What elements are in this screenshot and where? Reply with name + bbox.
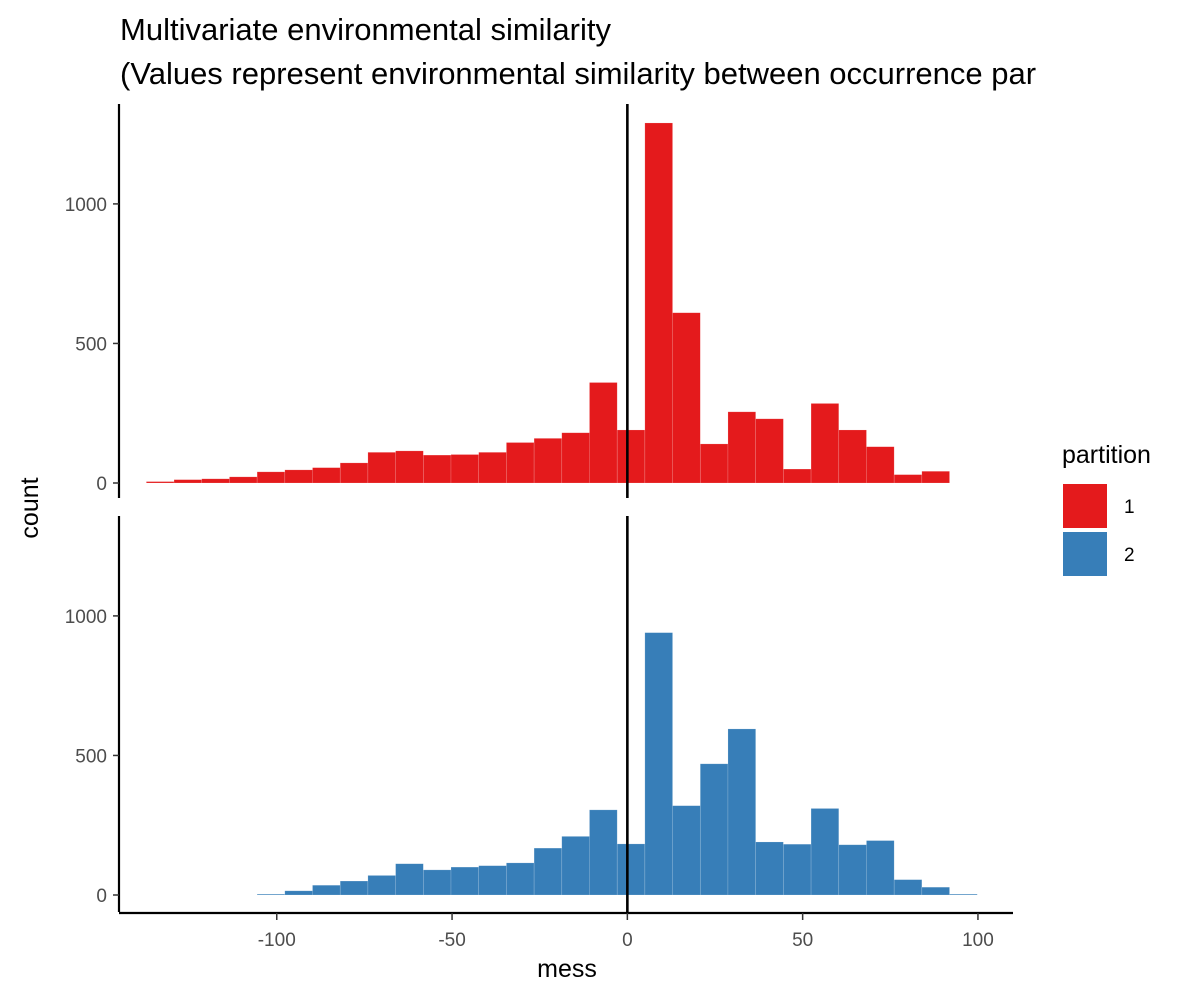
- histogram-bar: [367, 451, 396, 484]
- y-tick-label: 0: [96, 474, 107, 495]
- histogram-bar: [312, 467, 341, 484]
- histogram-bar: [699, 763, 729, 896]
- x-axis: -100 -50 0 50 100: [119, 911, 1013, 951]
- chart-subtitle: (Values represent environmental similari…: [120, 56, 1036, 91]
- histogram-bar: [561, 432, 590, 484]
- histogram-bar: [201, 478, 230, 484]
- x-axis-title: mess: [537, 955, 597, 983]
- histogram-bar: [506, 862, 535, 896]
- facet-partition-2: 0 500 1000: [65, 516, 978, 912]
- histogram-bar: [506, 442, 535, 484]
- histogram-bar: [810, 403, 840, 484]
- histogram-bar: [339, 880, 369, 896]
- legend-swatch: [1063, 484, 1107, 528]
- histogram-bar: [755, 418, 784, 484]
- histogram-bar: [423, 454, 452, 484]
- histogram-bar: [866, 840, 895, 896]
- histogram-bar: [727, 411, 756, 484]
- histogram-bar: [699, 443, 729, 484]
- histogram-bar: [616, 429, 646, 484]
- histogram-bar: [589, 809, 618, 896]
- facet-partition-1: 0 500 1000: [65, 104, 950, 498]
- histogram-bar: [921, 470, 950, 484]
- histogram-bar: [533, 847, 563, 896]
- histogram-bar: [450, 454, 480, 484]
- histogram-bar: [949, 893, 978, 896]
- histogram-bar: [672, 805, 701, 896]
- x-tick-label: -50: [438, 930, 465, 951]
- histogram-bar: [644, 122, 673, 484]
- histogram-bar: [838, 429, 867, 484]
- histogram-bar: [284, 469, 313, 484]
- histogram-bar: [589, 382, 618, 484]
- y-tick-label: 500: [75, 334, 107, 355]
- histogram-bar: [893, 879, 923, 896]
- histogram-bar: [256, 893, 286, 896]
- histogram-bar: [783, 843, 812, 896]
- histogram-bar: [284, 890, 313, 896]
- histogram-bar: [173, 479, 203, 484]
- x-tick-label: 50: [792, 930, 813, 951]
- histogram-bar: [229, 476, 258, 484]
- histogram-bar: [783, 468, 812, 484]
- histogram-bar: [727, 728, 756, 896]
- y-tick-label: 500: [75, 746, 107, 767]
- chart-title: Multivariate environmental similarity: [120, 12, 611, 47]
- histogram-bar: [755, 841, 784, 896]
- legend-title: partition: [1062, 441, 1151, 469]
- histogram-bar: [395, 863, 424, 896]
- y-axis-title: count: [16, 477, 44, 538]
- histogram-bar: [367, 875, 396, 896]
- histogram-bar: [893, 474, 923, 484]
- histogram-bar: [395, 450, 424, 484]
- legend: partition 1 2: [1062, 441, 1151, 576]
- histogram-bar: [921, 886, 950, 896]
- histogram-bar: [339, 462, 369, 484]
- y-tick-label: 1000: [65, 195, 107, 216]
- legend-label: 2: [1124, 545, 1135, 566]
- histogram-bar: [478, 865, 507, 896]
- histogram-bar: [672, 312, 701, 484]
- histogram-bar: [256, 471, 286, 484]
- y-tick-label: 0: [96, 886, 107, 907]
- histogram-bar: [561, 836, 590, 896]
- x-tick-label: 100: [962, 930, 994, 951]
- y-tick-label: 1000: [65, 607, 107, 628]
- histogram-bar: [838, 844, 867, 896]
- histogram-bar: [644, 632, 673, 896]
- histogram-bar: [866, 446, 895, 484]
- x-tick-label: 0: [622, 930, 633, 951]
- histogram-bar: [423, 869, 452, 896]
- legend-swatch: [1063, 532, 1107, 576]
- x-tick-label: -100: [258, 930, 296, 951]
- histogram-bar: [450, 866, 480, 896]
- histogram-bar: [478, 451, 507, 484]
- histogram-bar: [616, 843, 646, 896]
- histogram-bar: [146, 481, 175, 484]
- histogram-bar: [312, 884, 341, 896]
- histogram-bar: [810, 808, 840, 896]
- histogram-bar: [533, 438, 563, 484]
- legend-label: 1: [1124, 497, 1135, 518]
